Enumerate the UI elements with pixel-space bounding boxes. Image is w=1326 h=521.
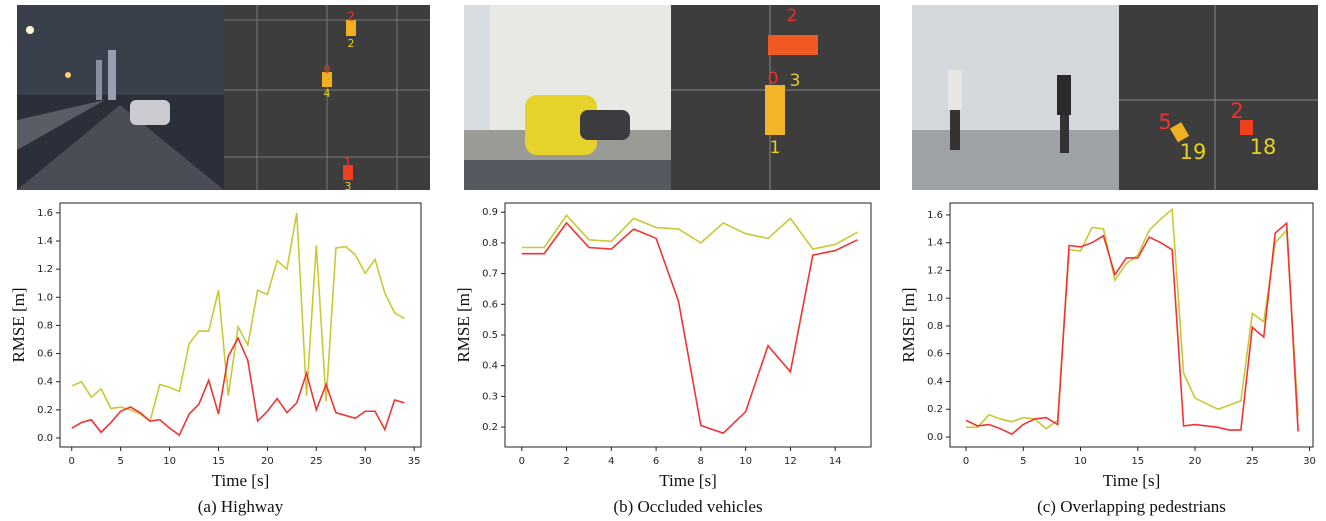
y-tick-label: 0.4: [37, 377, 53, 388]
x-tick-label: 12: [784, 456, 797, 467]
y-tick-label: 1.4: [927, 238, 943, 249]
series-line: [72, 338, 405, 435]
x-tick-label: 5: [117, 456, 123, 467]
y-tick-label: 0.0: [37, 433, 53, 444]
x-tick-label: 8: [698, 456, 704, 467]
y-tick-label: 1.6: [37, 208, 53, 219]
track-id: 3: [345, 180, 352, 193]
x-tick-label: 10: [739, 456, 752, 467]
x-tick-label: 25: [1246, 456, 1259, 467]
x-tick-label: 25: [310, 456, 323, 467]
plot-frame: [950, 203, 1313, 447]
series-line: [966, 209, 1298, 428]
bev-map: [671, 5, 880, 190]
y-tick-label: 0.8: [37, 320, 53, 331]
caption: (b) Occluded vehicles: [613, 497, 762, 516]
plot-frame: [505, 203, 871, 447]
y-tick-label: 0.2: [37, 405, 53, 416]
caption: (c) Overlapping pedestrians: [1037, 497, 1226, 516]
track-id: 1: [344, 156, 352, 170]
track-id: 4: [324, 87, 331, 100]
series-line: [966, 223, 1298, 434]
x-tick-label: 10: [163, 456, 176, 467]
track-id: 2: [348, 37, 355, 50]
x-tick-label: 0: [519, 456, 525, 467]
y-tick-label: 0.9: [482, 207, 498, 218]
x-tick-label: 0: [963, 456, 969, 467]
series-line: [72, 213, 405, 421]
y-tick-label: 0.7: [482, 269, 498, 280]
x-tick-label: 10: [1074, 456, 1087, 467]
y-tick-label: 1.6: [927, 210, 943, 221]
track-id: 1: [770, 138, 781, 158]
camera-image: [464, 5, 671, 190]
y-tick-label: 0.3: [482, 391, 498, 402]
y-tick-label: 1.0: [927, 293, 943, 304]
y-tick-label: 0.8: [482, 238, 498, 249]
track-id: 0: [324, 63, 331, 76]
y-tick-label: 0.6: [482, 299, 498, 310]
series-line: [522, 215, 858, 249]
track-id: 18: [1250, 135, 1277, 159]
y-tick-label: 0.4: [482, 361, 498, 372]
x-tick-label: 35: [408, 456, 421, 467]
y-tick-label: 0.6: [37, 349, 53, 360]
bev-map: [1119, 5, 1318, 190]
x-tick-label: 20: [261, 456, 274, 467]
x-axis-label: Time [s]: [659, 471, 716, 490]
y-tick-label: 0.5: [482, 330, 498, 341]
x-tick-label: 2: [563, 456, 569, 467]
track-id: 2: [1230, 99, 1243, 123]
x-tick-label: 15: [1131, 456, 1144, 467]
track-id: 2: [347, 10, 355, 24]
track-id: 0: [768, 69, 779, 89]
y-tick-label: 0.2: [482, 422, 498, 433]
x-tick-label: 30: [359, 456, 372, 467]
camera-image: [912, 5, 1119, 190]
y-axis-label: RMSE [m]: [9, 287, 28, 362]
y-tick-label: 1.0: [37, 292, 53, 303]
track-id: 3: [790, 71, 801, 91]
y-axis-label: RMSE [m]: [899, 287, 918, 362]
x-tick-label: 5: [1020, 456, 1026, 467]
track-id: 5: [1158, 110, 1171, 134]
y-tick-label: 1.2: [927, 265, 943, 276]
y-axis-label: RMSE [m]: [454, 287, 473, 362]
caption: (a) Highway: [198, 497, 284, 516]
x-tick-label: 14: [829, 456, 842, 467]
y-tick-label: 1.4: [37, 236, 53, 247]
x-tick-label: 20: [1189, 456, 1202, 467]
y-tick-label: 1.2: [37, 264, 53, 275]
x-tick-label: 4: [608, 456, 614, 467]
y-tick-label: 0.8: [927, 321, 943, 332]
x-tick-label: 15: [212, 456, 225, 467]
series-line: [522, 223, 858, 433]
y-tick-label: 0.4: [927, 376, 943, 387]
y-tick-label: 0.6: [927, 349, 943, 360]
x-tick-label: 0: [69, 456, 75, 467]
y-tick-label: 0.2: [927, 404, 943, 415]
figure: 2204132031519218 0.00.20.40.60.81.01.21.…: [0, 0, 1326, 521]
camera-image: [17, 5, 224, 190]
x-axis-label: Time [s]: [212, 471, 269, 490]
x-tick-label: 6: [653, 456, 659, 467]
track-id: 19: [1180, 140, 1207, 164]
x-axis-label: Time [s]: [1103, 471, 1160, 490]
x-tick-label: 30: [1303, 456, 1316, 467]
plot-frame: [60, 203, 421, 447]
track-id: 2: [787, 6, 798, 26]
y-tick-label: 0.0: [927, 432, 943, 443]
